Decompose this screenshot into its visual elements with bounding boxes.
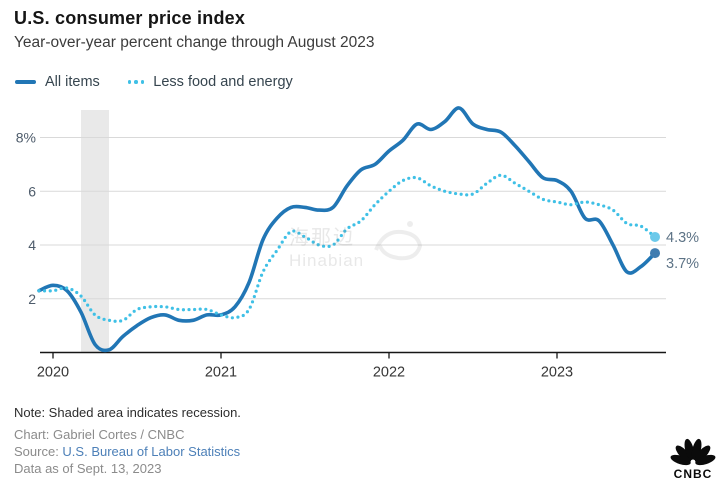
y-axis-label: 4 (28, 237, 36, 253)
source-link[interactable]: U.S. Bureau of Labor Statistics (62, 444, 241, 459)
note-text: Note: Shaded area indicates recession. (14, 405, 241, 420)
page-subtitle: Year-over-year percent change through Au… (14, 34, 375, 51)
y-axis-label: 6 (28, 183, 36, 199)
dotted-line-swatch (127, 80, 145, 84)
y-axis-label: 8% (16, 130, 36, 146)
legend: All items Less food and energy (15, 74, 293, 90)
core-cpi-end-label: 4.3% (666, 230, 699, 246)
core-cpi-line (37, 173, 657, 323)
recession-band (81, 110, 109, 353)
x-axis-label: 2021 (205, 365, 237, 381)
legend-label: Less food and energy (153, 74, 293, 90)
legend-item-less-food-energy: Less food and energy (127, 74, 293, 90)
cnbc-logo-text: CNBC (674, 467, 713, 481)
x-axis-label: 2020 (37, 365, 69, 381)
all-items-end-label: 3.7% (666, 256, 699, 272)
chart-credit: Chart: Gabriel Cortes / CNBC (14, 427, 185, 442)
x-axis-label: 2022 (373, 365, 405, 381)
solid-line-swatch (15, 80, 36, 84)
x-axis-label: 2023 (541, 365, 573, 381)
legend-label: All items (45, 74, 100, 90)
page-title: U.S. consumer price index (14, 8, 246, 28)
data-as-of: Data as of Sept. 13, 2023 (14, 461, 162, 476)
y-axis-label: 2 (28, 291, 36, 307)
source-label: Source: (14, 444, 63, 459)
all-items-line (37, 106, 657, 353)
cnbc-logo: CNBC (670, 438, 716, 481)
source-line: Source: U.S. Bureau of Labor Statistics (14, 444, 240, 459)
core-cpi-end-dot (650, 231, 660, 242)
all-items-end-dot (650, 248, 660, 259)
legend-item-all-items: All items (15, 74, 100, 90)
peacock-icon (670, 438, 716, 466)
